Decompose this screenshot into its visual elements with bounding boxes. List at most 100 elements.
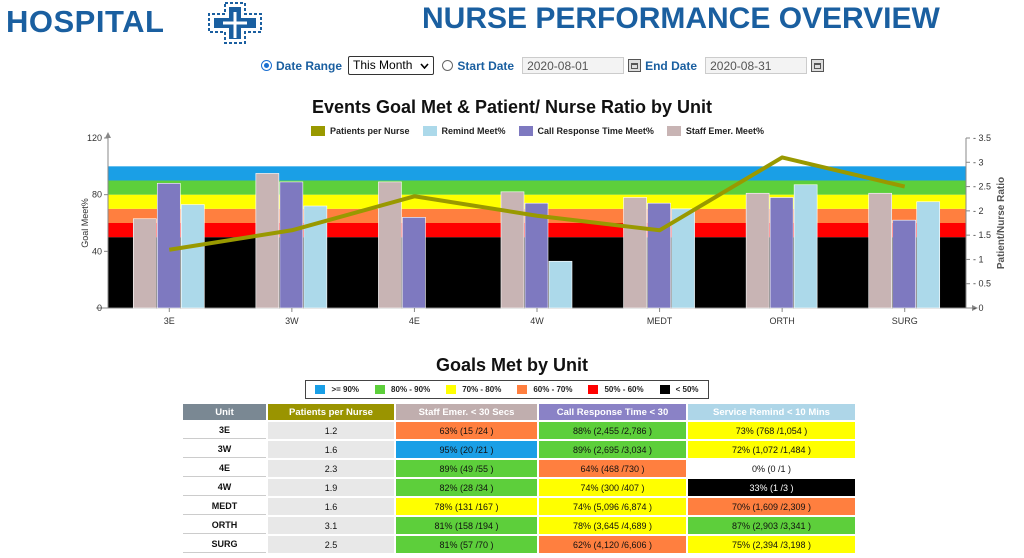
legend-swatch — [588, 385, 599, 394]
goals-legend-item: >= 90% — [315, 385, 359, 394]
start-date-input[interactable]: 2020-08-01 — [522, 57, 625, 74]
bar-call-response — [279, 181, 304, 309]
col-header-unit[interactable]: Unit — [183, 404, 266, 420]
bar-staff-emer — [745, 192, 770, 309]
table-row[interactable]: 4W 1.9 82% (28 /34 ) 74% (300 /407 ) 33% (1 … — [183, 479, 855, 496]
x-tick-label: ORTH — [769, 316, 794, 326]
cell-staff-emer: 63% (15 /24 ) — [396, 422, 537, 439]
cell-staff-emer: 81% (57 /70 ) — [396, 536, 537, 553]
cell-patients-per-nurse: 1.6 — [268, 441, 394, 458]
y2-axis-label: Patient/Nurse Ratio — [996, 177, 1007, 269]
legend-swatch — [315, 385, 326, 394]
goals-legend-item: < 50% — [659, 385, 699, 394]
cell-call-response: 89% (2,695 /3,034 ) — [539, 441, 686, 458]
table-row[interactable]: MEDT 1.6 78% (131 /167 ) 74% (5,096 /6,874 … — [183, 498, 855, 515]
y2-tick-label: - 0.5 — [973, 279, 991, 289]
bar-remind — [671, 208, 695, 309]
hospital-logo-text: HOSPITAL — [6, 4, 165, 39]
goals-title: Goals Met by Unit — [435, 355, 588, 375]
bar-call-response — [769, 197, 794, 309]
y-tick-label: 80 — [92, 190, 102, 200]
y2-tick-label: - 1 — [973, 254, 984, 264]
table-row[interactable]: 4E 2.3 89% (49 /55 ) 64% (468 /730 ) 0% (0 /… — [183, 460, 855, 477]
calendar-icon[interactable] — [811, 59, 825, 72]
legend-label: 80% - 90% — [391, 385, 431, 394]
bar-call-response — [402, 217, 426, 309]
cell-staff-emer: 89% (49 /55 ) — [396, 460, 537, 477]
legend-item-remind[interactable]: Remind Meet% — [422, 126, 506, 136]
calendar-icon[interactable] — [628, 59, 642, 72]
bar-staff-emer — [500, 191, 525, 309]
legend-swatch — [517, 385, 528, 394]
col-header-remind[interactable]: Service Remind < 10 Mins — [688, 404, 855, 420]
date-range-select[interactable]: This Month — [348, 56, 435, 75]
legend-label: 50% - 60% — [604, 385, 644, 394]
cell-unit: SURG — [183, 536, 266, 553]
bar-call-response — [892, 219, 917, 309]
cell-call-response: 64% (468 /730 ) — [539, 460, 686, 477]
legend-item-staff[interactable]: Staff Emer. Meet% — [666, 126, 764, 136]
date-range-radio[interactable] — [261, 60, 272, 71]
hospital-cross-icon — [203, 0, 267, 49]
page-title: NURSE PERFORMANCE OVERVIEW — [422, 2, 940, 35]
x-tick-label: 3E — [164, 316, 175, 326]
col-header-response[interactable]: Call Response Time < 30 — [539, 404, 686, 420]
bar-remind — [180, 204, 205, 309]
cell-patients-per-nurse: 1.2 — [268, 422, 394, 439]
x-tick-label: 4W — [530, 316, 544, 326]
cell-service-remind: 72% (1,072 /1,484 ) — [688, 441, 855, 458]
x-tick-label: 4E — [409, 316, 420, 326]
cell-call-response: 74% (300 /407 ) — [539, 479, 686, 496]
y2-tick-label: - 3.5 — [973, 133, 991, 143]
x-tick-label: SURG — [892, 316, 918, 326]
table-row[interactable]: ORTH 3.1 81% (158 /194 ) 78% (3,645 /4,689 … — [183, 517, 855, 534]
legend-label: 70% - 80% — [462, 385, 502, 394]
cell-service-remind: 73% (768 /1,054 ) — [688, 422, 855, 439]
y-axis-arrow — [105, 132, 111, 138]
table-row[interactable]: SURG 2.5 81% (57 /70 ) 62% (4,120 /6,606 ) 7… — [183, 536, 855, 553]
col-header-staff[interactable]: Staff Emer. < 30 Secs — [396, 404, 537, 420]
cell-call-response: 78% (3,645 /4,689 ) — [539, 517, 686, 534]
y-axis-label: Goal Meet% — [80, 198, 90, 248]
cell-unit: 4E — [183, 460, 266, 477]
cell-staff-emer: 78% (131 /167 ) — [396, 498, 537, 515]
cell-service-remind: 70% (1,609 /2,309 ) — [688, 498, 855, 515]
x-axis-arrow — [972, 305, 978, 311]
cell-service-remind: 75% (2,394 /3,198 ) — [688, 536, 855, 553]
y2-tick-label: - 2.5 — [973, 182, 991, 192]
table-row[interactable]: 3W 1.6 95% (20 /21 ) 89% (2,695 /3,034 ) 72%… — [183, 441, 855, 458]
date-filter-bar: Date Range This Month Start Date 2020-08… — [261, 56, 828, 75]
y2-tick-label: - 2 — [973, 206, 984, 216]
legend-label: 60% - 70% — [533, 385, 573, 394]
goal-band — [108, 166, 966, 181]
cell-call-response: 74% (5,096 /6,874 ) — [539, 498, 686, 515]
end-date-label: End Date — [645, 58, 698, 73]
bar-remind — [916, 201, 941, 309]
cell-patients-per-nurse: 2.5 — [268, 536, 394, 553]
legend-item-ppn[interactable]: Patients per Nurse — [311, 126, 410, 136]
cell-call-response: 62% (4,120 /6,606 ) — [539, 536, 686, 553]
y-tick-label: 0 — [97, 303, 102, 313]
bar-staff-emer — [868, 192, 893, 309]
goals-legend-item: 80% - 90% — [375, 385, 430, 394]
legend-label: < 50% — [675, 385, 699, 394]
bar-staff-emer — [623, 197, 647, 309]
legend-item-response[interactable]: Call Response Time Meet% — [518, 126, 654, 136]
table-row[interactable]: 3E 1.2 63% (15 /24 ) 88% (2,455 /2,786 ) 73%… — [183, 422, 855, 439]
end-date-input[interactable]: 2020-08-31 — [705, 57, 808, 74]
start-date-radio[interactable] — [442, 60, 454, 71]
legend-swatch — [659, 385, 670, 394]
goals-legend-item: 50% - 60% — [588, 385, 644, 394]
bar-call-response — [156, 183, 181, 309]
cell-unit: MEDT — [183, 498, 266, 515]
events-chart: 0 40 80 120 - 0 - 0.5 - 1 - 1.5 - 2 - 2.5 - 3 - 3.5… — [80, 132, 1007, 326]
cell-service-remind: 33% (1 /3 ) — [688, 479, 855, 496]
chevron-down-icon — [420, 62, 429, 69]
col-header-ppn[interactable]: Patients per Nurse — [268, 404, 394, 420]
cell-patients-per-nurse: 1.9 — [268, 479, 394, 496]
goal-band — [108, 180, 966, 195]
bar-remind — [303, 205, 328, 309]
goals-table: Unit Patients per Nurse Staff Emer. < 30… — [181, 402, 857, 555]
goals-legend-item: 70% - 80% — [446, 385, 501, 394]
bar-staff-emer — [378, 181, 402, 309]
